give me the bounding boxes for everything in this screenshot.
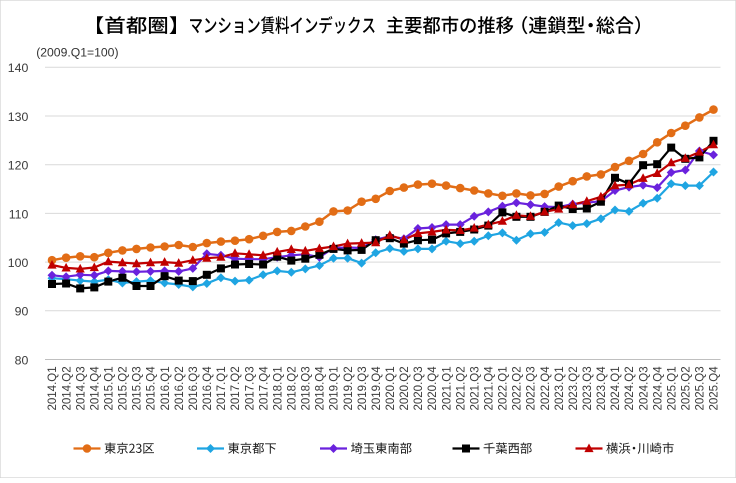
svg-text:2019.Q4: 2019.Q4 [371,366,383,411]
svg-text:2024.Q1: 2024.Q1 [610,366,622,410]
svg-text:2022.Q2: 2022.Q2 [512,366,524,410]
svg-text:120: 120 [8,159,29,173]
svg-text:110: 110 [9,207,29,221]
svg-text:100: 100 [8,256,29,270]
svg-text:2025.Q3: 2025.Q3 [695,366,707,410]
svg-text:2017.Q4: 2017.Q4 [258,366,270,411]
svg-text:2019.Q3: 2019.Q3 [357,366,369,410]
svg-text:2021.Q4: 2021.Q4 [484,366,496,411]
svg-text:2016.Q2: 2016.Q2 [174,366,186,410]
svg-text:2014.Q4: 2014.Q4 [90,366,102,411]
svg-text:(2009.Q1=100): (2009.Q1=100) [36,45,118,59]
svg-text:2019.Q1: 2019.Q1 [329,366,341,410]
svg-text:2015.Q1: 2015.Q1 [104,366,116,410]
svg-text:2016.Q4: 2016.Q4 [202,366,214,411]
svg-text:2015.Q3: 2015.Q3 [132,366,144,410]
svg-text:2015.Q4: 2015.Q4 [146,366,158,411]
svg-text:2020.Q3: 2020.Q3 [413,366,425,410]
svg-text:140: 140 [8,61,29,75]
svg-text:2021.Q3: 2021.Q3 [469,366,481,410]
svg-text:2025.Q2: 2025.Q2 [681,366,693,410]
svg-text:2018.Q2: 2018.Q2 [287,366,299,410]
svg-text:2017.Q1: 2017.Q1 [216,366,228,410]
svg-text:2018.Q3: 2018.Q3 [301,366,313,410]
svg-text:2017.Q2: 2017.Q2 [230,366,242,410]
svg-text:2025.Q1: 2025.Q1 [666,366,678,410]
svg-text:2014.Q1: 2014.Q1 [47,366,59,410]
svg-text:2023.Q4: 2023.Q4 [596,366,608,411]
svg-text:2024.Q3: 2024.Q3 [638,366,650,410]
svg-text:2020.Q2: 2020.Q2 [399,366,411,410]
svg-text:2019.Q2: 2019.Q2 [343,366,355,410]
svg-text:2016.Q1: 2016.Q1 [160,366,172,410]
svg-text:2015.Q2: 2015.Q2 [118,366,130,410]
svg-text:2023.Q3: 2023.Q3 [582,366,594,410]
svg-text:90: 90 [15,305,29,319]
svg-text:2021.Q1: 2021.Q1 [441,366,453,410]
svg-text:2023.Q2: 2023.Q2 [568,366,580,410]
svg-text:130: 130 [8,110,29,124]
svg-text:2025.Q4: 2025.Q4 [709,366,721,411]
svg-text:2020.Q4: 2020.Q4 [427,366,439,411]
svg-text:2022.Q3: 2022.Q3 [526,366,538,410]
svg-text:2022.Q1: 2022.Q1 [498,366,510,410]
svg-text:2014.Q2: 2014.Q2 [61,366,73,410]
svg-text:2017.Q3: 2017.Q3 [244,366,256,410]
svg-text:2018.Q1: 2018.Q1 [272,366,284,410]
svg-text:2022.Q4: 2022.Q4 [540,366,552,411]
svg-text:2018.Q4: 2018.Q4 [315,366,327,411]
svg-text:80: 80 [15,353,29,367]
svg-text:2014.Q3: 2014.Q3 [75,366,87,410]
svg-text:2024.Q2: 2024.Q2 [624,366,636,410]
svg-text:2016.Q3: 2016.Q3 [188,366,200,410]
svg-text:2020.Q1: 2020.Q1 [385,366,397,410]
svg-text:2021.Q2: 2021.Q2 [455,366,467,410]
svg-text:2023.Q1: 2023.Q1 [554,366,566,410]
svg-text:2024.Q4: 2024.Q4 [652,366,664,411]
